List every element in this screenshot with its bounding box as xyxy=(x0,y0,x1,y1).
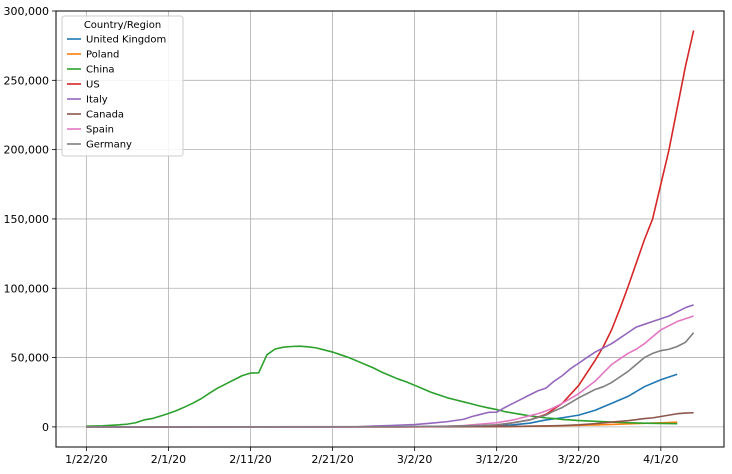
legend-label-italy: Italy xyxy=(86,95,108,106)
legend-title: Country/Region xyxy=(84,20,161,31)
series-line-germany xyxy=(86,332,695,428)
y-tick-label: 0 xyxy=(42,421,49,434)
legend-label-canada: Canada xyxy=(86,110,124,121)
x-tick-label: 2/11/20 xyxy=(229,453,271,466)
series-line-china xyxy=(86,345,678,427)
legend-label-germany: Germany xyxy=(86,140,132,151)
y-tick-label: 200,000 xyxy=(4,144,50,157)
series-line-united-kingdom xyxy=(86,373,678,428)
x-tick-label: 2/1/20 xyxy=(151,453,186,466)
y-tick-label: 150,000 xyxy=(4,213,50,226)
x-tick-label: 3/2/20 xyxy=(397,453,432,466)
legend: Country/Region United Kingdom Poland China U… xyxy=(61,15,184,157)
legend-label-china: China xyxy=(86,65,115,76)
y-tick-label: 300,000 xyxy=(4,5,50,18)
x-tick-label: 2/21/20 xyxy=(311,453,353,466)
legend-label-poland: Poland xyxy=(86,50,119,61)
x-tick-label: 1/22/20 xyxy=(65,453,107,466)
legend-label-united-kingdom: United Kingdom xyxy=(86,35,166,46)
series-line-spain xyxy=(86,315,694,428)
y-tick-label: 250,000 xyxy=(4,74,50,87)
x-tick-label: 4/1/20 xyxy=(643,453,678,466)
legend-box xyxy=(61,15,184,157)
x-tick-label: 3/22/20 xyxy=(558,453,600,466)
legend-label-us: US xyxy=(86,80,100,91)
plot-frame xyxy=(55,10,725,448)
series-line-canada xyxy=(86,411,694,428)
axis-layer: 0 50,000 100,000 150,000 200,000 250,000 300,0… xyxy=(4,5,679,466)
y-tick-label: 50,000 xyxy=(11,352,50,365)
series-line-italy xyxy=(86,304,694,428)
series-layer xyxy=(86,30,695,428)
x-tick-label: 3/12/20 xyxy=(475,453,517,466)
legend-label-spain: Spain xyxy=(86,125,114,136)
y-tick-label: 100,000 xyxy=(4,282,50,295)
